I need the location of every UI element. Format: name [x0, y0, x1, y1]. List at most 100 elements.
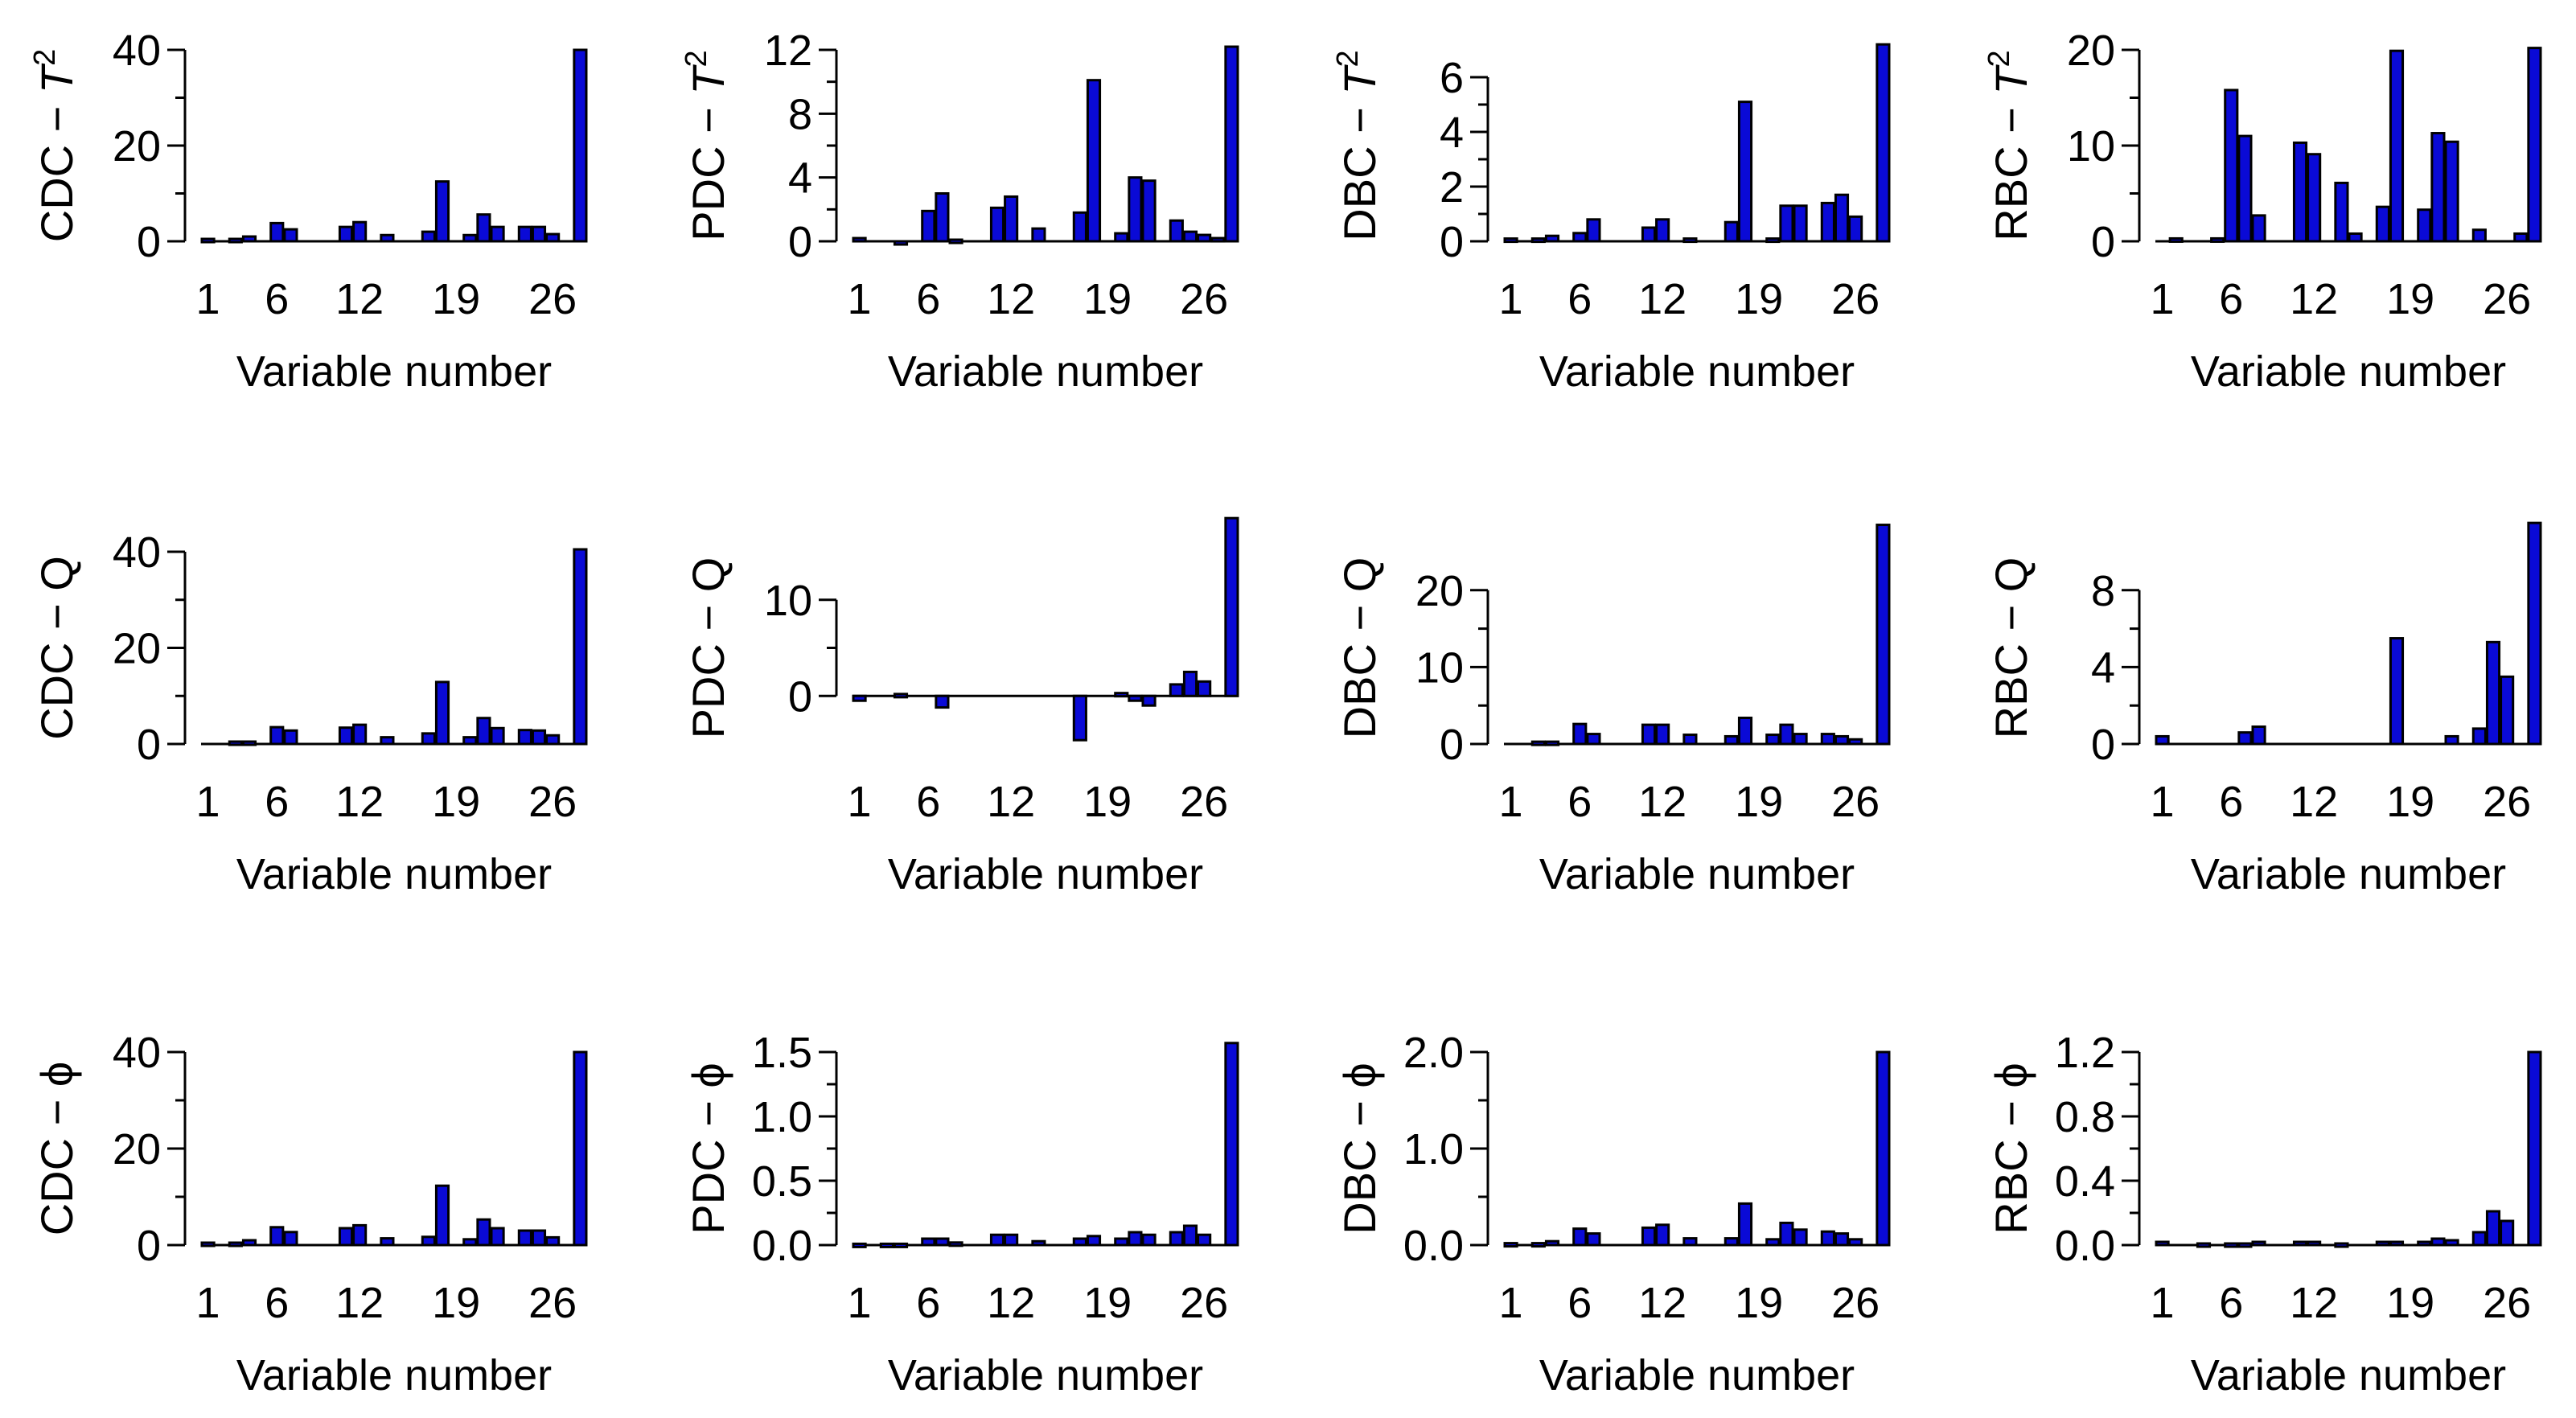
x-tick-label: 12 — [2290, 778, 2338, 826]
y-tick-label: 8 — [2091, 567, 2115, 615]
y-tick-label: 20 — [113, 1125, 161, 1173]
bar-var-26 — [1848, 738, 1863, 746]
y-label-superscript: 2 — [1982, 50, 2016, 67]
y-label-prefix: RBC − — [1986, 1088, 2036, 1235]
y-label-prefix: CDC − Q — [31, 556, 82, 740]
bar-var-24 — [1820, 201, 1835, 243]
bar-var-7 — [935, 1237, 950, 1247]
x-tick-label: 1 — [848, 1279, 872, 1327]
y-tick-label: 0 — [2091, 218, 2115, 266]
panel-RBC-phi: 0.0 0.4 0.8 1.2 1 6 12 19 26 Variable number RBC −… — [1986, 1029, 2542, 1400]
x-tick-label: 1 — [848, 778, 872, 826]
bar-var-20 — [2417, 208, 2432, 243]
bar-var-28 — [2527, 1050, 2542, 1247]
x-tick-label: 26 — [2483, 1279, 2531, 1327]
x-tick-label: 1 — [196, 275, 220, 323]
bar-var-24 — [1820, 733, 1835, 746]
x-axis-label: Variable number — [236, 850, 552, 898]
x-tick-label: 1 — [1499, 1279, 1523, 1327]
y-tick-label: 1.0 — [1403, 1125, 1464, 1173]
bar-var-18 — [1737, 1202, 1753, 1247]
bar-var-12 — [1655, 723, 1670, 746]
bar-var-28 — [2527, 521, 2542, 746]
x-tick-label: 26 — [1831, 1279, 1880, 1327]
x-tick-label: 6 — [1567, 275, 1592, 323]
bar-var-21 — [1128, 694, 1143, 702]
bar-var-12 — [1655, 1223, 1670, 1247]
y-label-symbol: ϕ — [1986, 1062, 2036, 1087]
y-tick-label: 4 — [2091, 643, 2115, 692]
bar-var-6 — [2224, 1242, 2239, 1248]
y-tick-label: 40 — [113, 528, 161, 577]
panel-DBC-Q: 0 10 20 1 6 12 19 26 Variable number DBC − Q — [1334, 524, 1891, 898]
x-axis-label: Variable number — [2191, 850, 2506, 898]
y-tick-label: 6 — [1440, 54, 1464, 102]
x-tick-label: 6 — [1567, 1279, 1592, 1327]
y-label-prefix: RBC − Q — [1986, 557, 2036, 739]
x-tick-label: 19 — [1735, 1279, 1783, 1327]
bar-var-11 — [1641, 723, 1657, 746]
bar-var-22 — [1141, 1233, 1157, 1247]
bar-var-25 — [1834, 1232, 1850, 1247]
y-label-superscript: 2 — [28, 49, 62, 66]
bar-var-7 — [283, 1231, 298, 1247]
y-axis-label: PDC − T2 — [680, 50, 733, 240]
panel-PDC-phi: 0.0 0.5 1.0 1.5 1 6 12 19 26 Variable number PDC −… — [683, 1029, 1239, 1400]
bar-var-7 — [1586, 733, 1601, 746]
bar-var-6 — [269, 1226, 285, 1247]
x-tick-label: 6 — [916, 275, 940, 323]
panel-CDC-Q: 0 20 40 1 6 12 19 26 Variable number CDC − Q — [31, 528, 588, 898]
y-tick-label: 10 — [764, 577, 812, 625]
y-label-superscript: 2 — [1331, 50, 1365, 67]
bar-var-12 — [1004, 1233, 1019, 1247]
y-label-prefix: DBC − — [1334, 95, 1385, 241]
y-tick-label: 0.0 — [1403, 1222, 1464, 1270]
bar-var-18 — [434, 1184, 450, 1247]
bar-var-22 — [2444, 1239, 2459, 1247]
x-tick-label: 6 — [916, 1279, 940, 1327]
x-tick-label: 12 — [1638, 1279, 1687, 1327]
bar-var-4 — [2196, 1242, 2212, 1248]
bar-var-3 — [1530, 1242, 1546, 1248]
bar-var-8 — [948, 238, 963, 245]
x-tick-label: 12 — [987, 778, 1035, 826]
x-axis-label: Variable number — [2191, 347, 2506, 396]
x-tick-label: 26 — [528, 1279, 577, 1327]
bar-var-17 — [1723, 1237, 1739, 1247]
bar-var-25 — [1182, 670, 1198, 697]
bar-var-26 — [1197, 1233, 1212, 1247]
bar-var-26 — [1197, 680, 1212, 697]
bar-var-26 — [1197, 233, 1212, 243]
x-axis-label: Variable number — [1539, 1351, 1855, 1400]
x-tick-label: 12 — [2290, 275, 2338, 323]
bar-var-27 — [1210, 236, 1226, 243]
bar-var-22 — [2444, 734, 2459, 746]
x-tick-label: 26 — [528, 275, 577, 323]
x-axis-label: Variable number — [888, 1351, 1203, 1400]
y-tick-label: 1.0 — [752, 1093, 812, 1141]
bar-var-25 — [2485, 1210, 2501, 1247]
bar-var-7 — [283, 729, 298, 746]
bar-var-20 — [1114, 692, 1129, 698]
panel-CDC-T2: 0 20 40 1 6 12 19 26 Variable number CDC − T2 — [28, 27, 588, 396]
bar-var-22 — [1793, 1228, 1808, 1247]
bar-var-28 — [2527, 47, 2542, 243]
bar-var-17 — [2375, 205, 2390, 243]
bar-var-26 — [545, 1235, 561, 1247]
x-tick-label: 26 — [2483, 275, 2531, 323]
bar-var-6 — [921, 209, 936, 243]
bar-var-14 — [1682, 237, 1698, 244]
y-label-prefix: PDC − Q — [683, 557, 733, 739]
y-label-symbol: ϕ — [683, 1062, 733, 1087]
x-axis-label: Variable number — [1539, 850, 1855, 898]
x-tick-label: 26 — [1180, 778, 1228, 826]
bar-var-17 — [421, 1235, 436, 1247]
panel-RBC-T2: 0 10 20 1 6 12 19 26 Variable number RBC − T2 — [1982, 27, 2542, 396]
x-tick-label: 19 — [1735, 275, 1783, 323]
bar-var-28 — [1876, 43, 1891, 243]
x-tick-label: 26 — [1180, 1279, 1228, 1327]
x-tick-label: 26 — [1831, 778, 1880, 826]
bar-var-24 — [1169, 683, 1184, 697]
x-tick-label: 6 — [265, 778, 289, 826]
y-tick-label: 2 — [1440, 163, 1464, 212]
